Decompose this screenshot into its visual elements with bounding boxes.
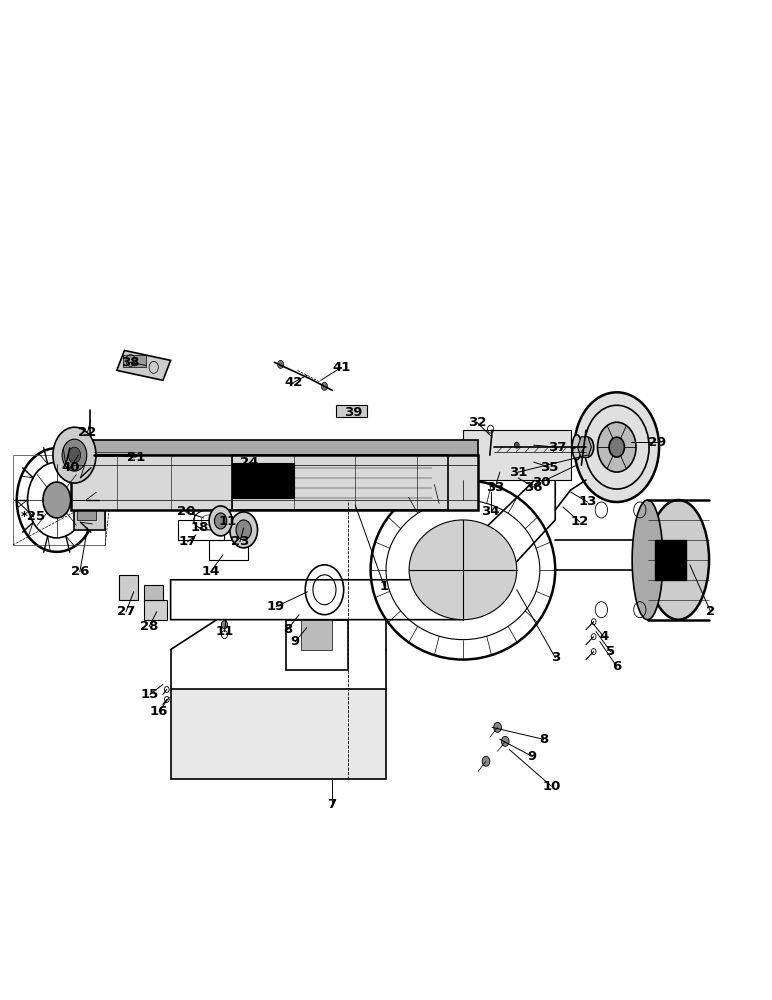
Circle shape: [222, 621, 228, 629]
Circle shape: [230, 512, 258, 548]
Circle shape: [598, 422, 636, 472]
Circle shape: [501, 736, 509, 746]
Text: 20: 20: [177, 505, 195, 518]
Circle shape: [53, 427, 96, 483]
Text: 11: 11: [215, 625, 234, 638]
Circle shape: [321, 382, 327, 390]
Text: 29: 29: [648, 436, 666, 449]
Circle shape: [574, 392, 659, 502]
Text: 28: 28: [140, 620, 158, 633]
Polygon shape: [76, 508, 96, 520]
Polygon shape: [336, 405, 367, 417]
Polygon shape: [123, 355, 146, 367]
Polygon shape: [74, 502, 105, 530]
Text: 15: 15: [141, 688, 159, 701]
Ellipse shape: [648, 500, 709, 620]
Text: 38: 38: [120, 356, 139, 369]
Text: 8: 8: [283, 623, 292, 636]
Text: 39: 39: [344, 406, 362, 419]
Circle shape: [514, 442, 519, 448]
Polygon shape: [463, 430, 571, 480]
Text: 24: 24: [240, 456, 259, 469]
Ellipse shape: [572, 435, 581, 460]
Text: 3: 3: [550, 651, 560, 664]
Circle shape: [609, 437, 625, 457]
Ellipse shape: [581, 437, 594, 457]
Text: 36: 36: [524, 481, 543, 494]
Text: 32: 32: [468, 416, 486, 429]
Circle shape: [215, 513, 227, 529]
Circle shape: [68, 447, 80, 463]
Text: 42: 42: [285, 376, 303, 389]
Polygon shape: [301, 620, 332, 650]
Text: 30: 30: [532, 476, 550, 489]
Text: 23: 23: [231, 535, 249, 548]
Text: 2: 2: [706, 605, 715, 618]
Circle shape: [236, 520, 252, 540]
Text: 12: 12: [571, 515, 589, 528]
Ellipse shape: [409, 520, 516, 620]
Polygon shape: [70, 440, 479, 455]
Polygon shape: [70, 455, 479, 510]
Text: 26: 26: [71, 565, 89, 578]
Text: 4: 4: [599, 630, 608, 643]
Text: 6: 6: [612, 660, 621, 673]
Text: 16: 16: [150, 705, 168, 718]
Polygon shape: [171, 689, 386, 779]
Text: 9: 9: [291, 635, 300, 648]
Text: 33: 33: [486, 481, 504, 494]
Text: 27: 27: [117, 605, 135, 618]
Circle shape: [43, 482, 70, 518]
Text: 7: 7: [327, 798, 337, 811]
Text: 5: 5: [606, 645, 615, 658]
Text: 19: 19: [267, 600, 285, 613]
Polygon shape: [144, 585, 163, 600]
Polygon shape: [119, 575, 138, 600]
Text: 13: 13: [578, 495, 597, 508]
Ellipse shape: [632, 500, 663, 620]
Text: 8: 8: [539, 733, 548, 746]
Circle shape: [482, 756, 490, 766]
Polygon shape: [144, 600, 167, 620]
Circle shape: [278, 360, 283, 368]
Text: 11: 11: [218, 515, 237, 528]
Text: 18: 18: [191, 521, 209, 534]
Text: 35: 35: [540, 461, 558, 474]
Text: 17: 17: [178, 535, 197, 548]
Text: 37: 37: [547, 441, 566, 454]
Text: *25: *25: [21, 510, 46, 523]
Text: 21: 21: [127, 451, 145, 464]
Circle shape: [63, 439, 86, 471]
Text: 40: 40: [61, 461, 80, 474]
Polygon shape: [117, 350, 171, 380]
Text: 9: 9: [527, 750, 537, 763]
Polygon shape: [232, 463, 293, 498]
Text: 41: 41: [332, 361, 350, 374]
Polygon shape: [655, 540, 686, 580]
Text: 1: 1: [380, 580, 389, 593]
Text: 31: 31: [509, 466, 527, 479]
Text: 34: 34: [482, 505, 499, 518]
Circle shape: [493, 722, 501, 732]
Circle shape: [209, 506, 232, 536]
Text: 10: 10: [542, 780, 560, 793]
Text: 22: 22: [79, 426, 96, 439]
Polygon shape: [577, 437, 591, 458]
Text: 14: 14: [201, 565, 220, 578]
